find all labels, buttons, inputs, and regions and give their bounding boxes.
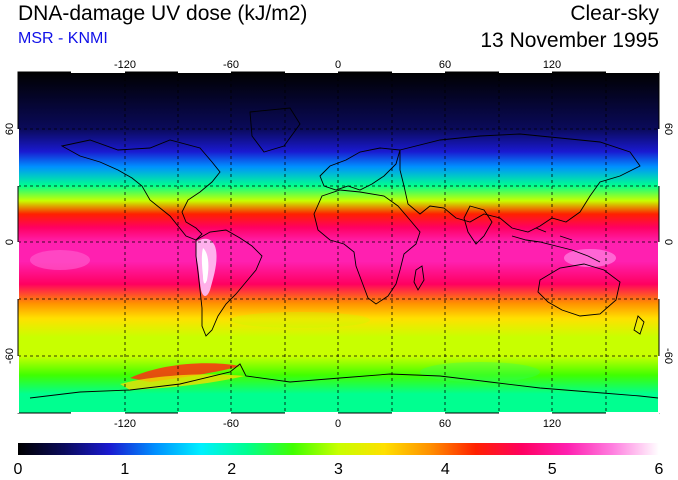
southern-green-patch-2 — [230, 312, 370, 328]
right-lat-tick-label: 60 — [662, 123, 674, 135]
top-lon-tick-label: -120 — [114, 59, 136, 71]
top-longitude-ticks: -120 -60 0 60 120 — [114, 59, 561, 71]
indian-subcontinent-outline — [463, 205, 493, 245]
bottom-longitude-ticks: -120 -60 0 60 120 — [114, 418, 561, 430]
frame-segments — [16, 70, 661, 415]
bottom-lon-tick-label: 60 — [439, 418, 451, 430]
bottom-lon-tick-label: 0 — [335, 418, 341, 430]
australia-outline — [537, 263, 621, 317]
madagascar-outline — [413, 265, 425, 291]
regional-highlights — [30, 238, 616, 390]
left-latitude-ticks: 60 0 -60 — [4, 123, 16, 364]
southeast-asia-islands-outline — [511, 227, 601, 263]
colorbar-tick-label: 2 — [227, 461, 236, 478]
colorbar-tick-label: 5 — [548, 461, 557, 478]
top-lon-tick-label: -60 — [223, 59, 239, 71]
colorbar: 0 1 2 3 4 5 6 — [14, 443, 664, 478]
data-source-label: MSR - KNMI — [18, 30, 108, 47]
antarctica-outline — [29, 363, 659, 399]
colorbar-tick-label: 1 — [120, 461, 129, 478]
map-panel: -120 -60 0 60 120 -120 -60 0 60 120 60 0… — [4, 59, 674, 430]
right-latitude-ticks: 60 0 -60 — [662, 123, 674, 364]
north-america-outline — [60, 139, 221, 241]
bottom-lon-tick-label: -120 — [114, 418, 136, 430]
colorbar-labels: 0 1 2 3 4 5 6 — [14, 461, 664, 478]
right-lat-tick-label: 0 — [662, 239, 674, 245]
sky-condition-label: Clear-sky — [570, 2, 659, 25]
bottom-lon-tick-label: -60 — [223, 418, 239, 430]
right-lat-tick-label: -60 — [662, 348, 674, 364]
left-lat-tick-label: -60 — [4, 348, 16, 364]
asia-outline — [399, 133, 641, 233]
top-lon-tick-label: 120 — [543, 59, 561, 71]
europe-outline — [319, 147, 401, 191]
bottom-lon-tick-label: 120 — [543, 418, 561, 430]
greenland-outline — [249, 107, 301, 153]
south-america-outline — [195, 229, 263, 337]
west-pacific-high-dose-patch — [564, 249, 616, 267]
gridlines — [18, 72, 659, 413]
left-lat-tick-label: 0 — [4, 239, 16, 245]
southern-green-patch-1 — [420, 362, 540, 382]
date-label: 13 November 1995 — [480, 29, 659, 52]
top-lon-tick-label: 60 — [439, 59, 451, 71]
colorbar-tick-label: 4 — [441, 461, 450, 478]
top-lon-tick-label: 0 — [335, 59, 341, 71]
colorbar-gradient — [18, 443, 659, 455]
left-lat-tick-label: 60 — [4, 123, 16, 135]
colorbar-tick-label: 3 — [334, 461, 343, 478]
chart-title: DNA-damage UV dose (kJ/m2) — [18, 2, 308, 25]
new-zealand-outline — [633, 315, 645, 335]
colorbar-tick-label: 0 — [14, 461, 23, 478]
southern-streak-yellow — [120, 374, 245, 390]
colorbar-tick-label: 6 — [655, 461, 664, 478]
east-pacific-high-dose-patch — [30, 250, 90, 270]
andes-peak-highlight — [201, 248, 209, 284]
